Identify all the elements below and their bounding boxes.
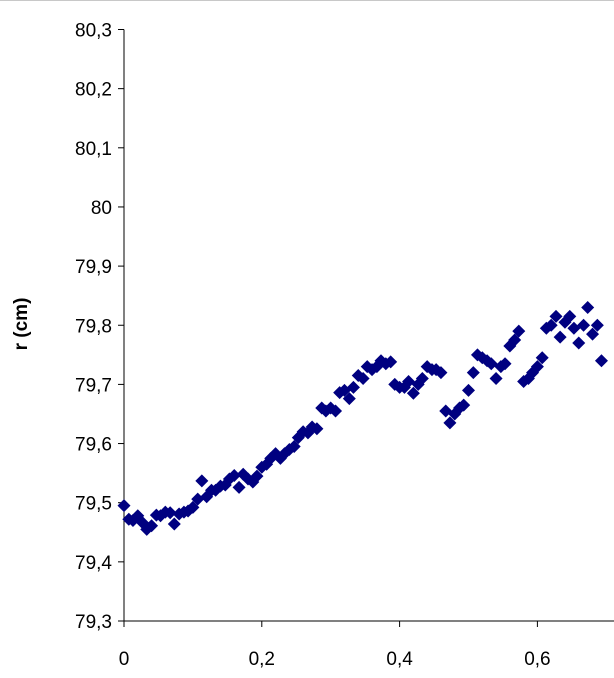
data-point bbox=[508, 333, 522, 347]
y-tick-label: 79,9 bbox=[75, 257, 112, 278]
data-point bbox=[443, 416, 457, 430]
data-point bbox=[402, 374, 416, 388]
x-tick-label: 0 bbox=[119, 649, 130, 670]
data-point bbox=[356, 371, 370, 385]
data-point bbox=[586, 327, 600, 341]
data-point bbox=[310, 422, 324, 436]
data-point bbox=[167, 517, 181, 531]
axes: 79,3 79,4 79,5 79,6 79,7 79,8 79,9 80 80,1 80,2 80… bbox=[75, 21, 614, 670]
data-markers bbox=[117, 301, 608, 536]
y-tick-label: 79,6 bbox=[75, 435, 112, 456]
data-point bbox=[434, 366, 448, 380]
data-point bbox=[462, 383, 475, 397]
data-point bbox=[567, 321, 581, 335]
x-tick-label: 0,2 bbox=[249, 649, 275, 670]
data-point bbox=[563, 309, 577, 323]
data-point bbox=[530, 360, 544, 374]
data-point bbox=[415, 371, 429, 385]
data-point bbox=[227, 468, 241, 482]
data-point bbox=[287, 440, 301, 454]
data-point bbox=[577, 318, 591, 332]
data-point bbox=[489, 371, 503, 385]
data-point bbox=[117, 499, 131, 513]
data-point bbox=[466, 366, 480, 380]
data-point bbox=[329, 404, 343, 418]
x-tick-label: 0,6 bbox=[524, 649, 550, 670]
data-point bbox=[191, 492, 205, 506]
data-point bbox=[549, 309, 563, 323]
data-point bbox=[186, 500, 200, 514]
data-point bbox=[590, 318, 604, 332]
data-point bbox=[572, 336, 586, 350]
x-tick-label: 0,4 bbox=[386, 649, 413, 670]
data-point bbox=[406, 386, 420, 400]
data-point bbox=[232, 480, 246, 494]
data-point bbox=[195, 474, 209, 488]
y-tick-label: 79,5 bbox=[75, 494, 112, 515]
data-point bbox=[342, 392, 356, 406]
data-point bbox=[346, 380, 360, 394]
data-point bbox=[581, 301, 595, 315]
data-point bbox=[250, 469, 264, 483]
data-point bbox=[484, 357, 498, 371]
data-point bbox=[594, 354, 608, 368]
top-border bbox=[0, 0, 614, 1]
data-point bbox=[512, 324, 526, 338]
data-point bbox=[145, 519, 159, 533]
data-point bbox=[384, 355, 398, 369]
y-tick-label: 80,3 bbox=[75, 21, 112, 42]
data-point bbox=[503, 339, 517, 353]
y-tick-label: 80,1 bbox=[75, 139, 112, 160]
data-point bbox=[544, 318, 558, 332]
y-tick-label: 80 bbox=[91, 198, 112, 219]
y-tick-label: 79,4 bbox=[75, 553, 112, 574]
y-tick-label: 79,7 bbox=[75, 375, 112, 396]
y-axis-title: r (cm) bbox=[11, 298, 32, 351]
data-point bbox=[553, 330, 567, 344]
y-tick-label: 79,8 bbox=[75, 316, 112, 337]
data-point bbox=[498, 357, 512, 371]
y-tick-label: 79,3 bbox=[75, 612, 112, 633]
data-point bbox=[535, 351, 549, 365]
y-tick-label: 80,2 bbox=[75, 80, 112, 101]
data-point bbox=[163, 506, 177, 520]
data-point bbox=[457, 398, 471, 412]
